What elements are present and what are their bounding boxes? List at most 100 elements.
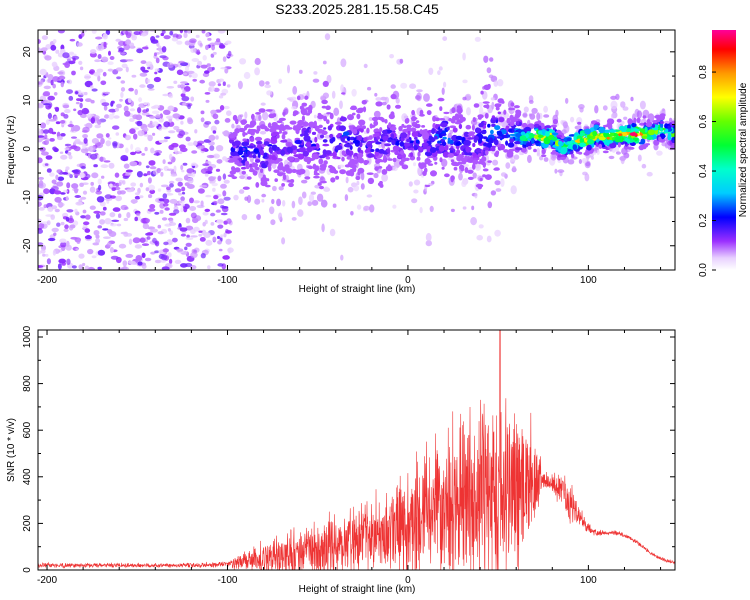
noise-blob — [173, 165, 177, 172]
signal-blob — [645, 122, 653, 128]
colorbar-gradient — [712, 30, 736, 270]
signal-blob — [417, 151, 421, 157]
signal-blob — [432, 115, 437, 122]
noise-blob — [161, 46, 167, 53]
signal-halo-blob — [528, 113, 533, 117]
signal-blob — [243, 132, 248, 136]
signal-halo-blob — [429, 205, 434, 212]
noise-blob — [146, 83, 155, 89]
noise-blob — [154, 259, 162, 264]
signal-blob — [432, 156, 438, 161]
signal-blob — [530, 137, 535, 144]
noise-blob — [158, 198, 165, 202]
noise-blob — [166, 186, 171, 191]
noise-blob — [55, 49, 60, 54]
signal-blob — [355, 175, 361, 181]
signal-halo-blob — [392, 204, 397, 209]
signal-halo-blob — [610, 100, 618, 110]
signal-halo-blob — [321, 223, 325, 233]
signal-blob — [279, 130, 282, 134]
signal-halo-blob — [500, 172, 507, 177]
noise-blob — [156, 151, 160, 156]
signal-blob — [592, 130, 598, 137]
noise-blob — [89, 205, 96, 210]
noise-blob — [168, 222, 177, 226]
noise-blob — [96, 68, 104, 73]
signal-blob — [325, 156, 331, 160]
noise-blob — [63, 189, 68, 193]
signal-blob — [419, 129, 423, 135]
noise-blob — [38, 265, 44, 268]
noise-blob — [38, 183, 44, 188]
signal-blob — [301, 128, 305, 135]
signal-blob — [251, 113, 255, 120]
noise-blob — [129, 108, 136, 112]
signal-blob — [572, 144, 578, 151]
signal-blob — [414, 136, 418, 140]
noise-blob — [38, 176, 44, 180]
noise-blob — [135, 147, 141, 153]
signal-blob — [490, 146, 496, 152]
noise-blob — [46, 220, 51, 226]
signal-blob — [285, 168, 293, 174]
noise-blob — [222, 190, 227, 197]
noise-blob — [66, 209, 74, 213]
signal-blob — [598, 136, 606, 141]
noise-blob — [51, 61, 58, 68]
signal-blob — [503, 149, 509, 153]
signal-halo-blob — [462, 52, 466, 61]
noise-blob — [187, 118, 194, 125]
noise-blob — [80, 173, 86, 178]
signal-blob — [586, 144, 592, 151]
signal-halo-blob — [641, 163, 647, 169]
noise-blob — [152, 121, 159, 127]
noise-blob — [57, 176, 65, 181]
noise-blob — [173, 209, 180, 215]
signal-blob — [497, 111, 501, 115]
signal-blob — [246, 145, 254, 149]
signal-blob — [235, 118, 239, 125]
signal-blob — [430, 170, 437, 177]
signal-blob — [391, 139, 396, 146]
signal-halo-blob — [596, 149, 600, 155]
signal-blob — [295, 128, 300, 135]
noise-blob — [74, 195, 82, 198]
signal-blob — [344, 164, 351, 168]
signal-blob — [401, 123, 405, 128]
noise-blob — [169, 218, 174, 224]
noise-blob — [91, 88, 98, 92]
signal-blob — [269, 128, 277, 133]
noise-blob — [182, 162, 188, 166]
signal-blob — [312, 163, 317, 170]
noise-blob — [122, 260, 128, 267]
noise-blob — [64, 143, 72, 147]
signal-halo-blob — [462, 79, 468, 84]
noise-blob — [178, 130, 186, 137]
signal-blob — [505, 140, 509, 146]
signal-blob — [490, 129, 494, 135]
noise-blob — [131, 34, 138, 41]
noise-blob — [105, 140, 112, 147]
noise-blob — [217, 175, 222, 182]
signal-blob — [282, 174, 287, 181]
signal-blob — [578, 142, 587, 148]
noise-blob — [120, 87, 126, 92]
noise-blob — [98, 184, 102, 191]
signal-halo-blob — [290, 96, 297, 101]
noise-blob — [144, 257, 152, 262]
signal-blob — [323, 115, 328, 122]
signal-halo-blob — [360, 183, 365, 190]
noise-blob — [83, 137, 88, 144]
signal-blob — [246, 176, 252, 180]
noise-blob — [57, 71, 64, 75]
noise-blob — [191, 162, 197, 167]
noise-blob — [165, 193, 174, 196]
noise-blob — [71, 136, 77, 139]
signal-blob — [457, 109, 462, 115]
noise-blob — [147, 177, 152, 184]
signal-blob — [411, 131, 419, 138]
colorbar: 0.0 0.2 0.4 0.6 0.8 Normalized spectral ampl… — [698, 30, 749, 277]
y-tick-label: 10 — [22, 94, 33, 106]
signal-blob — [482, 101, 490, 104]
signal-blob — [255, 112, 261, 115]
